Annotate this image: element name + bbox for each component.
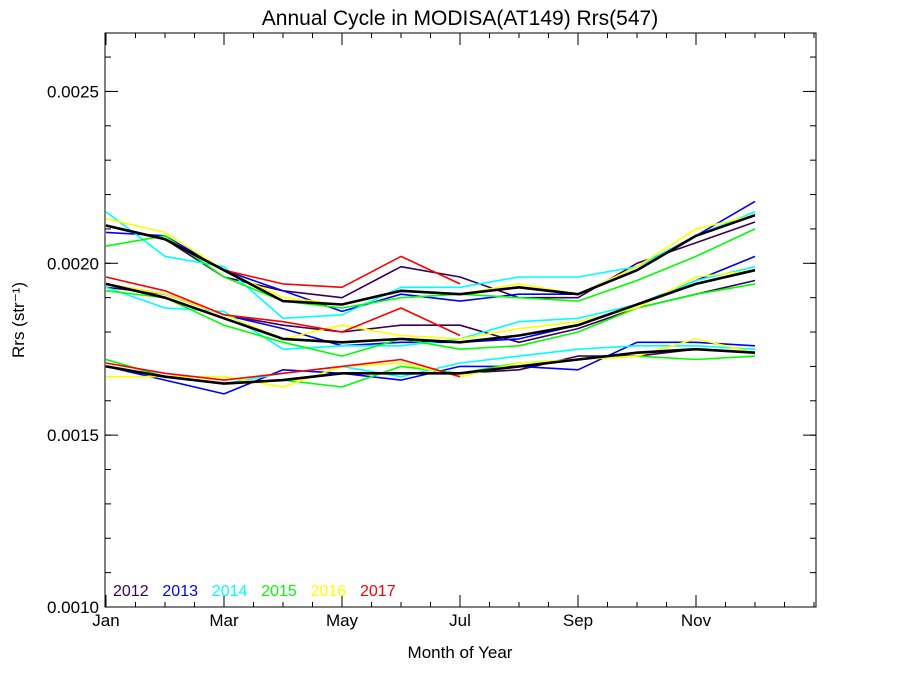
chart-title: Annual Cycle in MODISA(AT149) Rrs(547) <box>262 7 658 30</box>
axis-layer: Jan Mar May Jul Sep Nov 0.0010 0.0015 0.0020 0.00… <box>47 33 816 630</box>
legend-entry-2014: 2014 <box>212 583 248 600</box>
x-tick-label: May <box>326 611 359 630</box>
series-layer <box>105 200 756 395</box>
mean-line-lower-20 <box>105 347 756 385</box>
legend-entry-2012: 2012 <box>113 583 149 600</box>
x-tick-label: Jan <box>92 611 119 630</box>
x-tick-label: Mar <box>209 611 239 630</box>
legend: 2012 2013 2014 2015 2016 2017 <box>113 583 396 600</box>
x-axis-label: Month of Year <box>408 643 513 662</box>
series-line-upper-3 <box>105 228 756 309</box>
x-tick-label: Jul <box>449 611 471 630</box>
series-line-lower-17 <box>105 358 461 381</box>
y-tick-label: 0.0025 <box>47 82 99 101</box>
series-line-middle-11 <box>105 276 461 337</box>
mean-line-upper-18 <box>105 213 756 306</box>
mean-line-middle-19 <box>105 268 756 344</box>
y-tick-label: 0.0015 <box>47 426 99 445</box>
legend-entry-2017: 2017 <box>360 583 396 600</box>
series-line-upper-2 <box>105 210 756 320</box>
series-line-middle-9 <box>105 283 756 357</box>
legend-entry-2013: 2013 <box>162 583 198 600</box>
legend-entry-2015: 2015 <box>261 583 297 600</box>
y-tick-label: 0.0010 <box>47 598 99 617</box>
y-axis-label: Rrs (str⁻¹) <box>9 282 28 358</box>
x-tick-label: Nov <box>681 611 712 630</box>
x-tick-label: Sep <box>563 611 593 630</box>
legend-entry-2016: 2016 <box>311 583 347 600</box>
series-line-middle-10 <box>105 269 756 340</box>
y-tick-label: 0.0020 <box>47 254 99 273</box>
